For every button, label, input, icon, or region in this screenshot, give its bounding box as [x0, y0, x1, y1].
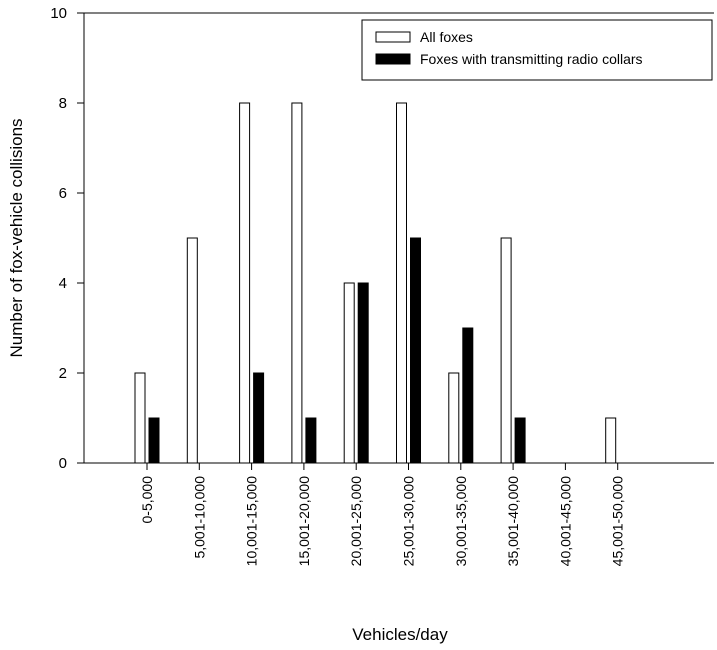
axes: 0 2 4 6 8 10 0-5,000 5,001-10,000 10,001-15,000 1…	[50, 5, 714, 566]
legend-swatch-radio-collared	[375, 53, 411, 65]
y-axis-label: Number of fox-vehicle collisions	[7, 118, 26, 357]
bar-all-foxes	[343, 282, 355, 464]
x-tick-label: 10,001-15,000	[244, 476, 260, 567]
x-tick-label: 30,001-35,000	[453, 476, 469, 567]
y-tick-label: 10	[50, 5, 67, 22]
bar-radio-collared-foxes	[410, 237, 421, 464]
y-tick-label: 2	[59, 365, 67, 382]
bar-all-foxes	[239, 102, 251, 464]
x-tick-label: 0-5,000	[139, 476, 155, 524]
bar-all-foxes	[186, 237, 198, 464]
x-axis-label: Vehicles/day	[352, 625, 448, 644]
legend-label-all-foxes: All foxes	[420, 29, 473, 45]
legend: All foxes Foxes with transmitting radio c…	[361, 19, 713, 81]
x-tick-label: 15,001-20,000	[296, 476, 312, 567]
bar-radio-collared-foxes	[514, 417, 526, 464]
bar-all-foxes	[134, 372, 146, 464]
x-tick-label: 45,001-50,000	[610, 476, 626, 567]
y-tick-label: 8	[59, 95, 67, 112]
x-tick-label: 5,001-10,000	[191, 476, 207, 559]
bar-all-foxes	[605, 417, 617, 464]
bar-radio-collared-foxes	[148, 417, 160, 464]
y-tick-label: 0	[59, 455, 67, 472]
x-tick-label: 35,001-40,000	[505, 476, 521, 567]
legend-label-radio-collared: Foxes with transmitting radio collars	[420, 51, 643, 67]
bar-all-foxes	[500, 237, 512, 464]
bar-radio-collared-foxes	[253, 372, 265, 464]
legend-box	[361, 19, 713, 81]
bar-all-foxes	[448, 372, 460, 464]
x-tick-label: 40,001-45,000	[557, 476, 573, 567]
x-tick-label: 20,001-25,000	[348, 476, 364, 567]
bars	[134, 102, 617, 464]
legend-swatch-all-foxes	[375, 31, 411, 43]
axis-labels: Number of fox-vehicle collisions Vehicle…	[7, 118, 448, 644]
bar-radio-collared-foxes	[305, 417, 317, 464]
bar-radio-collared-foxes	[357, 282, 369, 464]
x-tick-label: 25,001-30,000	[401, 476, 417, 567]
bar-radio-collared-foxes	[462, 327, 474, 464]
bar-all-foxes	[396, 102, 407, 464]
y-tick-label: 6	[59, 185, 67, 202]
y-tick-label: 4	[59, 275, 67, 292]
bar-all-foxes	[291, 102, 303, 464]
